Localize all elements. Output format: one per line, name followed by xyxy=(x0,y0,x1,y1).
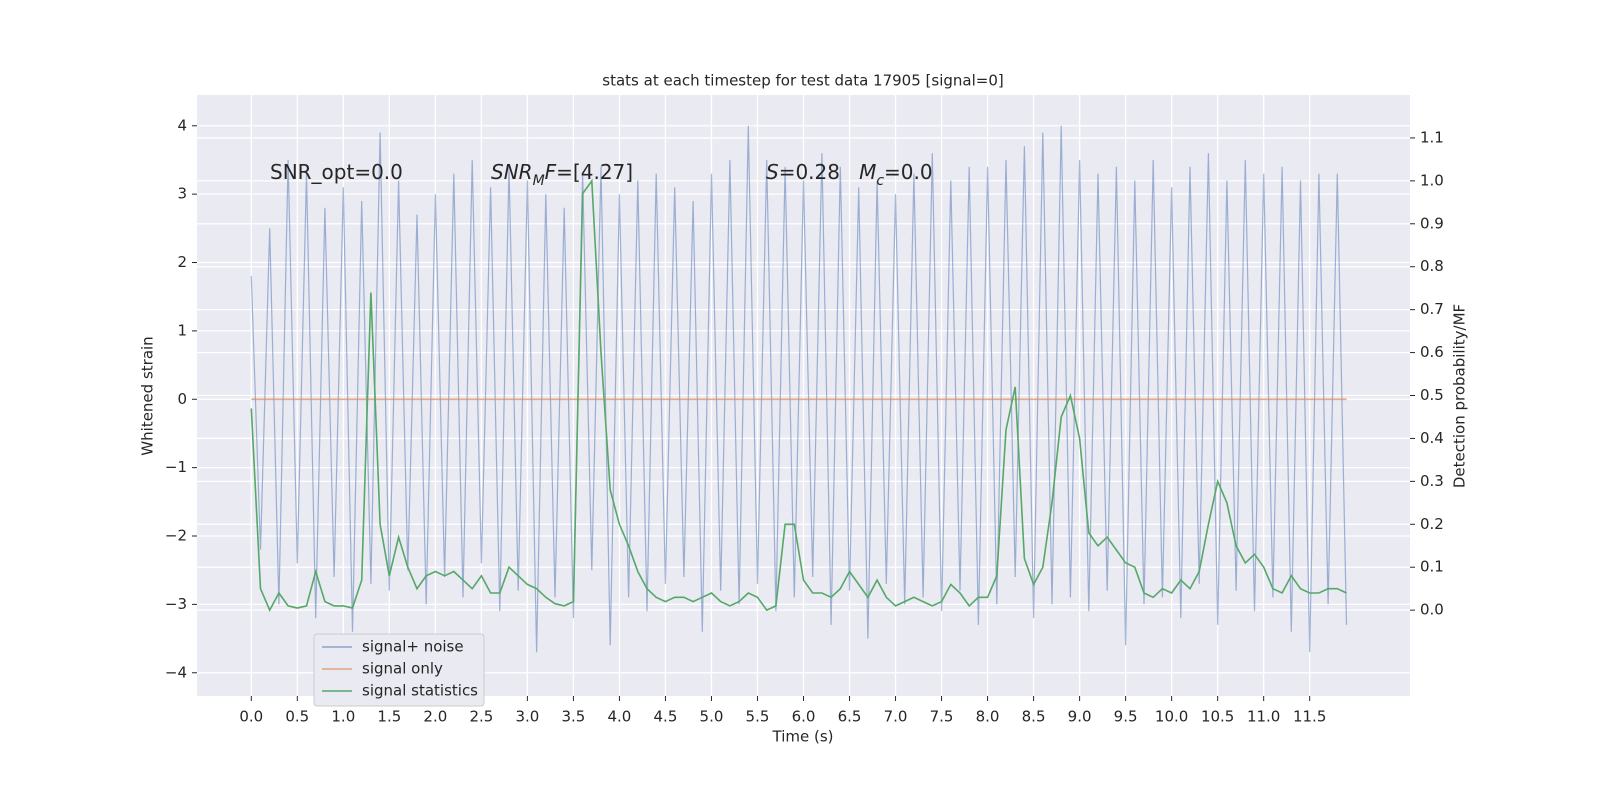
x-tick-label: 9.5 xyxy=(1114,708,1138,726)
x-tick-label: 3.5 xyxy=(561,708,585,726)
x-tick-label: 11.0 xyxy=(1247,708,1280,726)
y2-tick-label: 0.7 xyxy=(1420,300,1444,318)
x-tick-label: 10.5 xyxy=(1201,708,1234,726)
x-tick-label: 1.5 xyxy=(377,708,401,726)
y2-tick-label: 0.9 xyxy=(1420,214,1444,232)
y-tick-label: −3 xyxy=(165,595,187,613)
annotation-part: M xyxy=(859,160,876,184)
legend-label: signal+ noise xyxy=(362,638,464,656)
y-tick-label: −1 xyxy=(165,458,187,476)
x-tick-label: 3.0 xyxy=(515,708,539,726)
x-tick-label: 5.5 xyxy=(746,708,770,726)
annotation-part: F xyxy=(545,160,557,184)
y-tick-label: 1 xyxy=(177,321,187,339)
legend-label: signal only xyxy=(362,660,443,678)
x-tick-label: 2.5 xyxy=(469,708,493,726)
annotation-part: =[4.27] xyxy=(556,160,633,184)
y2-tick-label: 1.1 xyxy=(1420,128,1444,146)
y2-axis-label: Detection probability/MF xyxy=(1451,304,1469,488)
x-tick-label: 8.5 xyxy=(1022,708,1046,726)
y-tick-label: 3 xyxy=(177,185,187,203)
annotation: S=0.28 Mc=0.0 xyxy=(766,160,933,190)
y2-tick-label: 0.6 xyxy=(1420,343,1444,361)
x-tick-label: 0.0 xyxy=(239,708,263,726)
annotation-part: =0.28 xyxy=(779,160,859,184)
x-tick-label: 11.5 xyxy=(1293,708,1326,726)
x-tick-label: 6.5 xyxy=(838,708,862,726)
y-axis-label: Whitened strain xyxy=(139,336,157,455)
x-axis-label: Time (s) xyxy=(772,728,834,746)
x-tick-label: 10.0 xyxy=(1155,708,1188,726)
y2-tick-label: 0.2 xyxy=(1420,515,1444,533)
y-tick-label: −2 xyxy=(165,527,187,545)
x-tick-label: 5.0 xyxy=(700,708,724,726)
annotation: SNRMF=[4.27] xyxy=(491,160,633,190)
y-tick-label: 2 xyxy=(177,253,187,271)
series-line xyxy=(250,178,1347,612)
y2-tick-label: 0.5 xyxy=(1420,386,1444,404)
x-tick-label: 2.0 xyxy=(423,708,447,726)
x-tick-label: 9.0 xyxy=(1068,708,1092,726)
annotation: SNR_opt=0.0 xyxy=(270,160,403,184)
y2-tick-label: 0.4 xyxy=(1420,429,1444,447)
y2-tick-label: 0.0 xyxy=(1420,601,1444,619)
y2-tick-label: 0.8 xyxy=(1420,257,1444,275)
x-tick-label: 0.5 xyxy=(285,708,309,726)
annotation-part: =0.0 xyxy=(884,160,933,184)
y-tick-label: 4 xyxy=(177,116,187,134)
series-line xyxy=(250,125,1348,653)
y-tick-label: −4 xyxy=(165,663,187,681)
annotation-part: c xyxy=(876,173,884,189)
y2-tick-label: 0.1 xyxy=(1420,558,1444,576)
chart-title: stats at each timestep for test data 179… xyxy=(602,72,1003,90)
annotation-part: S xyxy=(766,160,779,184)
x-tick-label: 1.0 xyxy=(331,708,355,726)
legend-label: signal statistics xyxy=(362,682,478,700)
annotation-part: SNR_opt=0.0 xyxy=(270,160,403,184)
y2-tick-label: 0.3 xyxy=(1420,472,1444,490)
x-tick-label: 4.0 xyxy=(608,708,632,726)
x-tick-label: 7.0 xyxy=(884,708,908,726)
y2-tick-label: 1.0 xyxy=(1420,171,1444,189)
x-tick-label: 7.5 xyxy=(930,708,954,726)
x-tick-label: 6.0 xyxy=(792,708,816,726)
annotation-part: M xyxy=(533,173,545,189)
x-tick-label: 8.0 xyxy=(976,708,1000,726)
x-tick-label: 4.5 xyxy=(654,708,678,726)
legend-box xyxy=(313,633,485,707)
y-tick-label: 0 xyxy=(177,390,187,408)
annotation-part: SNR xyxy=(491,160,533,184)
